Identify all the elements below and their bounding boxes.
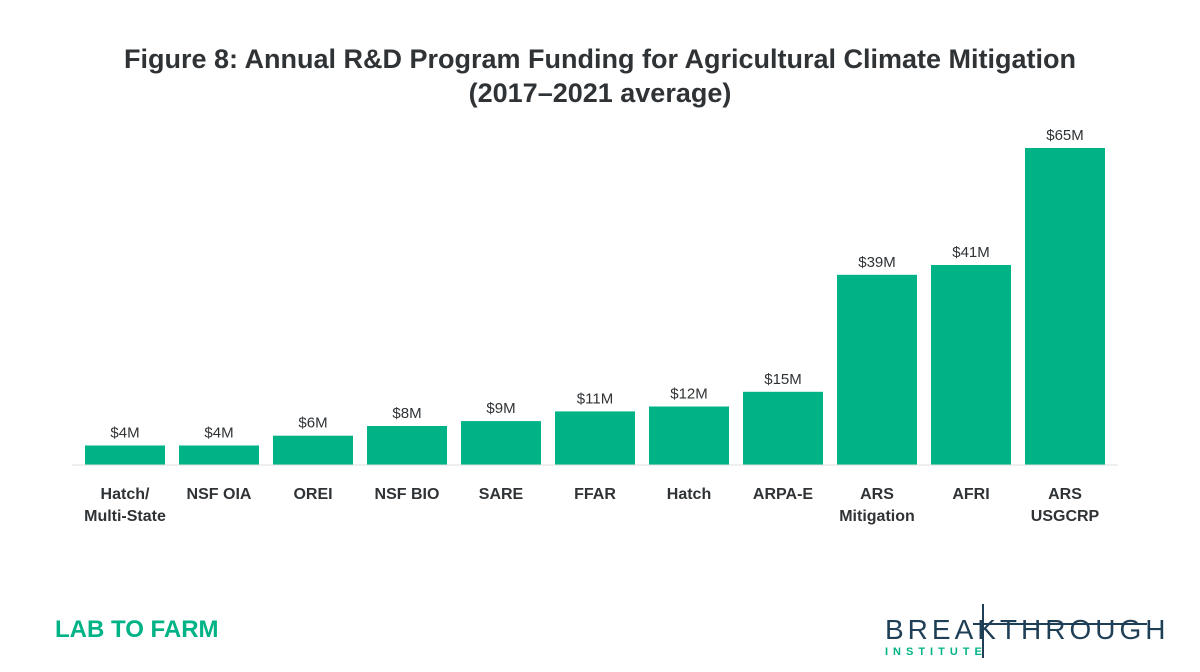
category-label-7: ARPA-E xyxy=(753,486,813,503)
value-label-10: $65M xyxy=(1046,127,1084,144)
value-label-9: $41M xyxy=(952,244,990,261)
value-label-0: $4M xyxy=(110,425,139,442)
value-label-5: $11M xyxy=(577,390,613,407)
category-label-line: ARS xyxy=(860,486,894,503)
bar-6 xyxy=(649,406,729,465)
category-label-2: OREI xyxy=(293,486,332,503)
value-label-3: $8M xyxy=(392,405,421,422)
category-label-0: Hatch/Multi-State xyxy=(84,486,166,525)
category-labels-group: Hatch/Multi-State NSF OIA OREI NSF BIO SARE F… xyxy=(84,486,1099,525)
category-label-line: Hatch/ xyxy=(101,486,150,503)
category-label-3: NSF BIO xyxy=(375,486,440,503)
bar-10 xyxy=(1025,148,1105,465)
value-label-7: $15M xyxy=(764,371,802,388)
value-label-4: $9M xyxy=(486,400,515,417)
category-label-line: ARS xyxy=(1048,486,1082,503)
bar-1 xyxy=(179,445,259,465)
category-label-line: USGCRP xyxy=(1031,508,1100,525)
value-label-8: $39M xyxy=(858,254,896,271)
category-label-6: Hatch xyxy=(667,486,711,503)
category-label-10: ARS USGCRP xyxy=(1031,486,1100,525)
chart-title-main: Figure 8: Annual R&D Program Funding for… xyxy=(123,44,1076,74)
value-label-1: $4M xyxy=(204,425,233,442)
category-label-line: NSF BIO xyxy=(375,486,440,503)
category-label-line: AFRI xyxy=(952,486,989,503)
value-label-2: $6M xyxy=(298,415,327,432)
category-label-line: ARPA-E xyxy=(753,486,813,503)
bars-group xyxy=(85,148,1105,465)
value-labels-group: $4M $4M $6M $8M $9M $11M $12M $15M $39M $41M $65M xyxy=(110,127,1083,442)
category-label-4: SARE xyxy=(479,486,524,503)
lab-to-farm-brand: LAB TO FARM xyxy=(55,616,219,643)
category-label-line: FFAR xyxy=(574,486,616,503)
logo-subtitle: INSTITUTE xyxy=(885,646,987,658)
category-label-8: ARS Mitigation xyxy=(839,486,915,525)
category-label-9: AFRI xyxy=(952,486,989,503)
category-label-line: Mitigation xyxy=(839,508,915,525)
category-label-line: Multi-State xyxy=(84,508,166,525)
bar-7 xyxy=(743,391,823,465)
value-label-6: $12M xyxy=(670,386,708,403)
category-label-1: NSF OIA xyxy=(187,486,252,503)
category-label-line: SARE xyxy=(479,486,524,503)
logo-wordmark: BREAKTHROUGH xyxy=(885,614,1170,645)
bar-8 xyxy=(837,274,917,465)
bar-chart: $4M $4M$6M$8M $9M$11M $12M$15M$39M$41M$65M … xyxy=(72,127,1118,525)
category-label-5: FFAR xyxy=(574,486,616,503)
bar-3 xyxy=(367,426,447,465)
chart-subtitle: (2017–2021 average) xyxy=(468,78,732,108)
bar-9 xyxy=(931,265,1011,465)
chart-title: Figure 8: Annual R&D Program Funding for… xyxy=(0,42,1200,110)
bar-0 xyxy=(85,445,165,465)
category-label-line: OREI xyxy=(293,486,332,503)
bar-4 xyxy=(461,421,541,465)
bar-2 xyxy=(273,435,353,465)
category-label-line: Hatch xyxy=(667,486,711,503)
logo-mark-icon xyxy=(973,604,1147,658)
breakthrough-institute-logo: BREAKTHROUGH INSTITUTE xyxy=(885,600,1165,662)
category-label-line: NSF OIA xyxy=(187,486,252,503)
bar-5 xyxy=(555,411,635,465)
